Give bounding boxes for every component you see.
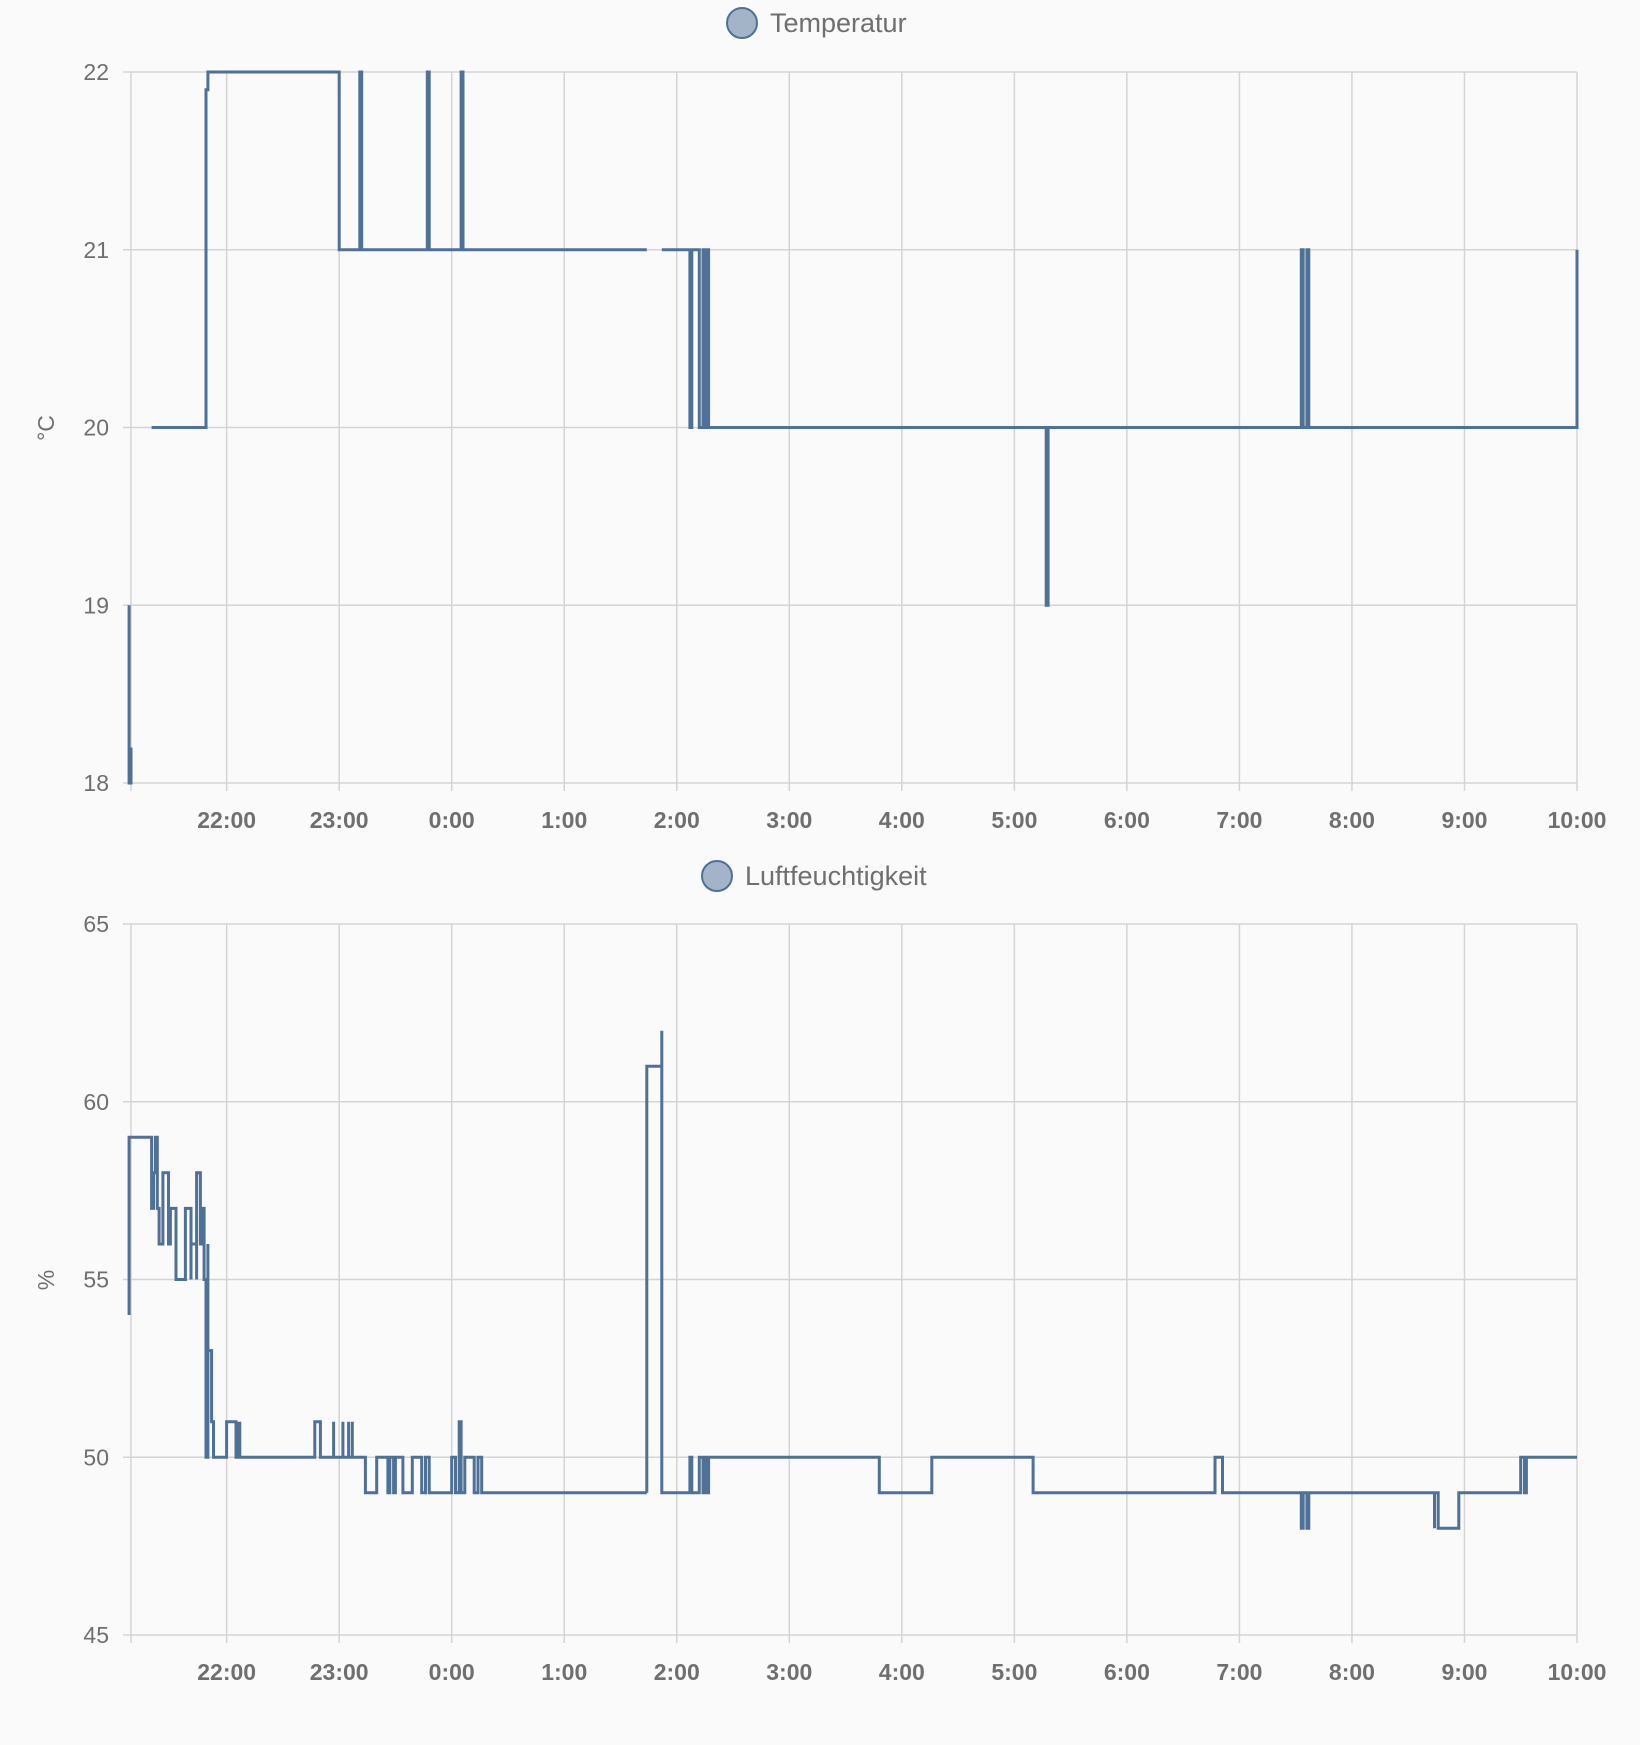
humidity-x-tick-label: 3:00 (766, 1659, 812, 1685)
temperature-y-tick-label: 20 (83, 415, 109, 441)
humidity-x-tick-label: 0:00 (429, 1659, 475, 1685)
temperature-y-axis-unit: °C (33, 415, 59, 441)
temperature-x-tick-label: 23:00 (310, 807, 369, 833)
temperature-x-tick-label: 5:00 (991, 807, 1037, 833)
temperature-legend-label: Temperatur (770, 8, 907, 38)
temperature-x-tick-label: 0:00 (429, 807, 475, 833)
temperature-series-line (151, 70, 647, 429)
humidity-y-tick-label: 60 (83, 1089, 109, 1115)
humidity-x-tick-label: 5:00 (991, 1659, 1037, 1685)
humidity-x-tick-label: 7:00 (1216, 1659, 1262, 1685)
humidity-x-tick-label: 9:00 (1441, 1659, 1487, 1685)
temperature-x-ticks: 22:00 23:00 0:00 1:00 2:00 3:00 4:00 5:00 6:00 7:… (197, 807, 1606, 833)
humidity-x-tick-label: 1:00 (541, 1659, 587, 1685)
temperature-y-ticks: 18 19 20 21 22 (83, 59, 109, 796)
temperature-x-tick-label: 1:00 (541, 807, 587, 833)
temperature-x-tick-label: 7:00 (1216, 807, 1262, 833)
humidity-x-tick-label: 22:00 (197, 1659, 256, 1685)
temperature-y-tick-label: 21 (83, 237, 109, 263)
humidity-x-tick-label: 2:00 (654, 1659, 700, 1685)
humidity-series-line (645, 1030, 1577, 1530)
humidity-chart: Luftfeuchtigkeit % 45 50 55 60 65 22:00 23:00… (33, 860, 1606, 1685)
humidity-y-tick-label: 65 (83, 911, 109, 937)
humidity-legend-label: Luftfeuchtigkeit (745, 861, 927, 891)
humidity-y-tick-label: 55 (83, 1267, 109, 1293)
temperature-gridlines (123, 71, 1578, 791)
temperature-legend[interactable]: Temperatur (726, 7, 907, 39)
humidity-y-tick-label: 45 (83, 1622, 109, 1648)
humidity-legend-marker (701, 860, 733, 892)
temperature-x-tick-label: 3:00 (766, 807, 812, 833)
humidity-y-axis-unit: % (33, 1270, 59, 1290)
temperature-y-tick-label: 19 (83, 592, 109, 618)
temperature-chart: Temperatur °C 18 19 20 21 22 22:00 23:00 0:00 1… (33, 7, 1606, 833)
humidity-x-tick-label: 10:00 (1548, 1659, 1607, 1685)
temperature-series-line (127, 605, 133, 785)
temperature-x-tick-label: 22:00 (197, 807, 256, 833)
temperature-x-tick-label: 10:00 (1548, 807, 1607, 833)
temperature-x-tick-label: 6:00 (1104, 807, 1150, 833)
temperature-x-tick-label: 9:00 (1441, 807, 1487, 833)
humidity-gridlines (123, 923, 1578, 1643)
temperature-series (127, 70, 1579, 785)
humidity-x-tick-label: 8:00 (1329, 1659, 1375, 1685)
humidity-legend[interactable]: Luftfeuchtigkeit (701, 860, 927, 892)
temperature-x-tick-label: 8:00 (1329, 807, 1375, 833)
temperature-x-tick-label: 2:00 (654, 807, 700, 833)
humidity-x-ticks: 22:00 23:00 0:00 1:00 2:00 3:00 4:00 5:00 6:00 7:… (197, 1659, 1606, 1685)
humidity-series-line (127, 1135, 647, 1495)
humidity-x-tick-label: 23:00 (310, 1659, 369, 1685)
temperature-x-tick-label: 4:00 (879, 807, 925, 833)
temperature-legend-marker (726, 7, 758, 39)
temperature-y-tick-label: 18 (83, 770, 109, 796)
humidity-y-ticks: 45 50 55 60 65 (83, 911, 109, 1648)
humidity-series (127, 1030, 1577, 1530)
humidity-y-tick-label: 50 (83, 1444, 109, 1470)
humidity-x-tick-label: 6:00 (1104, 1659, 1150, 1685)
humidity-x-tick-label: 4:00 (879, 1659, 925, 1685)
temperature-series-line (661, 248, 1579, 607)
temperature-y-tick-label: 22 (83, 59, 109, 85)
